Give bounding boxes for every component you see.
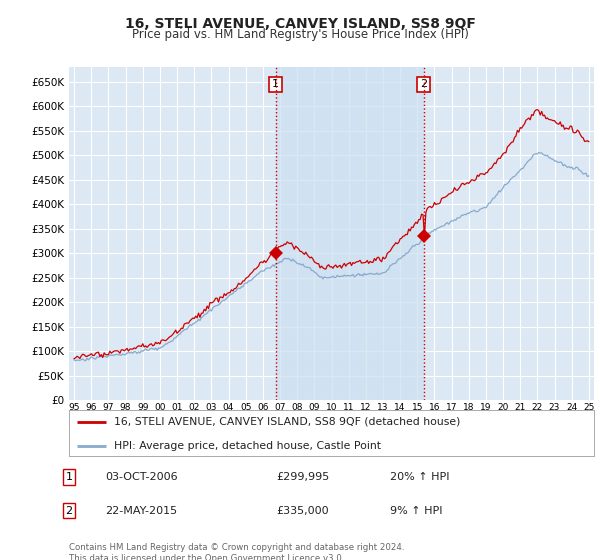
Text: 03-OCT-2006: 03-OCT-2006 — [105, 472, 178, 482]
Text: 16, STELI AVENUE, CANVEY ISLAND, SS8 9QF: 16, STELI AVENUE, CANVEY ISLAND, SS8 9QF — [125, 17, 475, 31]
Text: 9% ↑ HPI: 9% ↑ HPI — [390, 506, 443, 516]
Text: £299,995: £299,995 — [276, 472, 329, 482]
Text: 16, STELI AVENUE, CANVEY ISLAND, SS8 9QF (detached house): 16, STELI AVENUE, CANVEY ISLAND, SS8 9QF… — [113, 417, 460, 427]
Text: 20% ↑ HPI: 20% ↑ HPI — [390, 472, 449, 482]
Text: Price paid vs. HM Land Registry's House Price Index (HPI): Price paid vs. HM Land Registry's House … — [131, 28, 469, 41]
Text: 2: 2 — [420, 80, 427, 90]
Text: 1: 1 — [272, 80, 279, 90]
Bar — [276, 67, 424, 400]
Text: 2: 2 — [65, 506, 73, 516]
Text: Contains HM Land Registry data © Crown copyright and database right 2024.
This d: Contains HM Land Registry data © Crown c… — [69, 543, 404, 560]
Text: £335,000: £335,000 — [276, 506, 329, 516]
Text: 1: 1 — [65, 472, 73, 482]
Text: HPI: Average price, detached house, Castle Point: HPI: Average price, detached house, Cast… — [113, 441, 380, 451]
Text: 22-MAY-2015: 22-MAY-2015 — [105, 506, 177, 516]
